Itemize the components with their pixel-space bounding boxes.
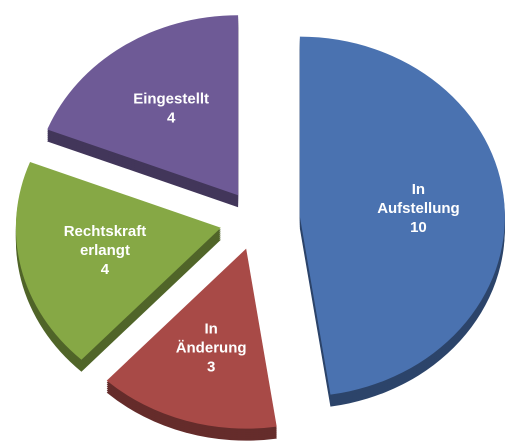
value-label: 4 (101, 261, 110, 278)
slice-label: In Änderung (176, 320, 247, 356)
label-line: In (204, 320, 217, 337)
slice-label: In Aufstellung (377, 181, 460, 217)
slice-label: Rechtskraft erlangt (64, 223, 147, 259)
label-line: In (412, 181, 425, 198)
label-line: Rechtskraft (64, 223, 147, 240)
value-label: 3 (207, 358, 215, 375)
label-line: erlangt (80, 242, 130, 259)
label-line: Eingestellt (133, 90, 209, 107)
label-line: Änderung (176, 339, 247, 356)
label-line: Aufstellung (377, 200, 460, 217)
slice (106, 248, 277, 429)
value-label: 10 (410, 219, 427, 236)
slice (15, 162, 221, 360)
value-label: 4 (167, 109, 176, 126)
slice (299, 36, 505, 395)
slice-label: Eingestellt (133, 90, 209, 107)
slice (47, 15, 239, 196)
